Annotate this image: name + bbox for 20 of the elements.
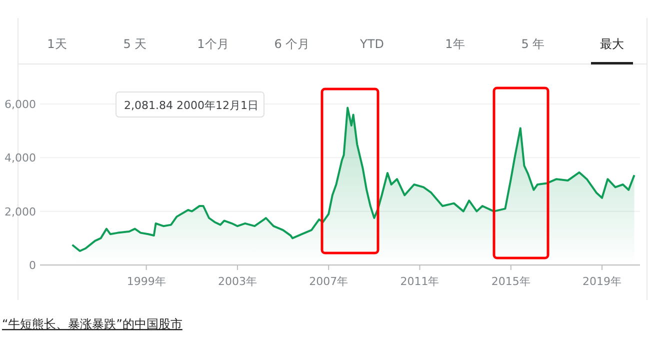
x-tick-label: 2007年 xyxy=(309,275,348,288)
text: YTD xyxy=(359,37,384,51)
x-tick-label: 2019年 xyxy=(582,275,622,288)
y-tick-label: 0 xyxy=(29,259,36,272)
text: 6 个月 xyxy=(274,37,310,51)
text: 5 年 xyxy=(521,37,545,51)
text: “牛短熊长、暴涨暴跌”的中国股市 xyxy=(2,317,182,331)
x-tick-label: 1999年 xyxy=(126,275,166,288)
text: 最大 xyxy=(600,37,624,51)
text: 1个月 xyxy=(197,37,229,51)
text: 1天 xyxy=(47,37,67,51)
y-tick-label: 4,000 xyxy=(4,152,36,165)
x-tick-label: 2003年 xyxy=(218,275,257,288)
x-tick-label: 2011年 xyxy=(400,275,440,288)
text: 5 天 xyxy=(123,37,147,51)
y-tick-label: 6,000 xyxy=(4,98,36,111)
x-tick-label: 2015年 xyxy=(491,275,530,288)
y-tick-label: 2,000 xyxy=(4,205,36,218)
text: 1年 xyxy=(445,37,465,51)
annotation: 2,081.84 2000年12月1日 xyxy=(124,99,258,112)
